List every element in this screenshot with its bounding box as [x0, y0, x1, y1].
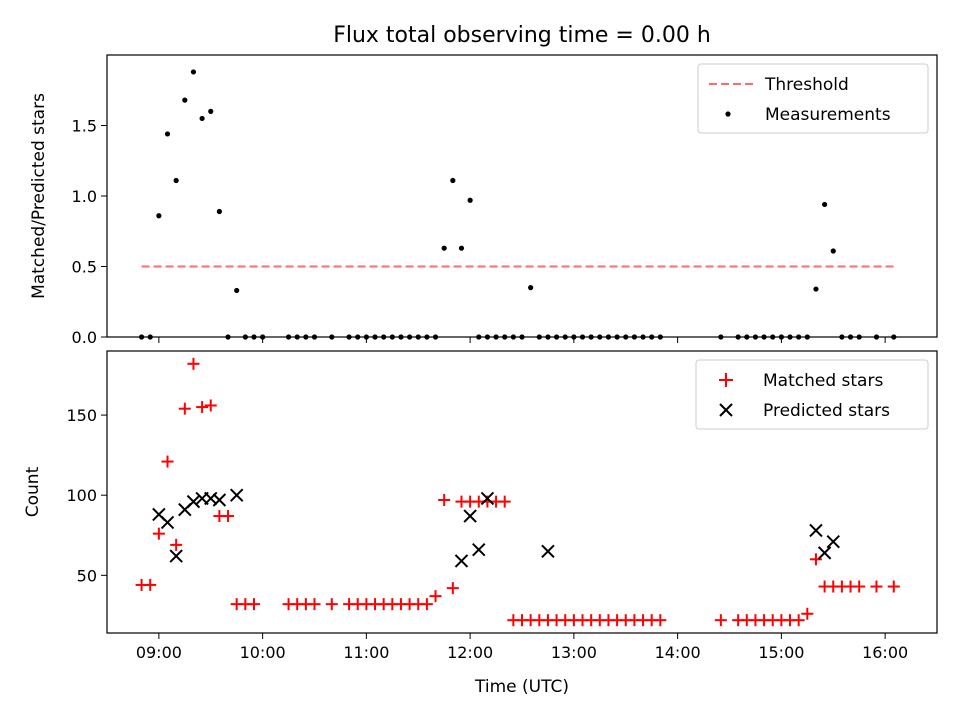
- matched-star-point: [498, 495, 511, 508]
- measurement-point: [830, 248, 836, 254]
- count-panel: 50 100 150 09:00 10:00 11:00 12:00 13:00 14:00 1…: [23, 350, 938, 697]
- ratio-legend-frame: [697, 63, 929, 134]
- matched-star-point: [654, 614, 667, 627]
- y-tick-label: 150: [66, 406, 97, 425]
- legend-predicted-swatch: [719, 403, 733, 417]
- count-y-ticks: 50 100 150: [66, 406, 107, 585]
- matched-star-point: [887, 580, 900, 593]
- count-x-ticks: 09:00 10:00 11:00 12:00 13:00 14:00 15:00 16:00: [136, 633, 908, 662]
- legend-measurements-label: Measurements: [765, 105, 891, 125]
- measurement-point: [216, 208, 222, 215]
- matched-star-point: [308, 598, 321, 611]
- matched-star-point: [161, 455, 174, 468]
- x-tick-label: 16:00: [862, 643, 908, 662]
- count-y-axis-label: Count: [23, 466, 43, 517]
- measurement-point: [190, 69, 197, 75]
- measurement-point: [199, 115, 205, 122]
- measurement-point: [450, 177, 456, 184]
- y-tick-label: 0.5: [72, 258, 97, 277]
- matched-star-point: [222, 510, 235, 523]
- ratio-y-axis-label: Matched/Predicted stars: [29, 93, 49, 299]
- y-tick-label: 0.0: [72, 328, 97, 347]
- matched-star-point: [438, 494, 451, 507]
- y-tick-label: 1.0: [72, 187, 97, 206]
- measurement-point: [208, 108, 214, 114]
- measurement-point: [822, 201, 828, 208]
- count-legend-frame: [695, 359, 929, 430]
- predicted-star-point: [229, 488, 244, 502]
- matched-star-point: [801, 607, 814, 620]
- x-tick-label: 14:00: [655, 643, 701, 662]
- x-tick-label: 11:00: [343, 643, 389, 662]
- count-legend: Matched stars Predicted stars: [695, 359, 929, 430]
- predicted-star-point: [186, 494, 201, 509]
- matched-star-point: [152, 527, 165, 540]
- count-plot-frame: [106, 350, 938, 634]
- matched-star-point: [325, 598, 338, 611]
- matched-star-point: [809, 553, 822, 566]
- legend-matched-label: Matched stars: [763, 371, 883, 391]
- matched-star-point: [196, 401, 209, 414]
- x-tick-label: 13:00: [551, 643, 597, 662]
- measurement-point: [182, 97, 188, 103]
- predicted-stars-points: [152, 488, 840, 568]
- measurement-point: [173, 177, 179, 184]
- ratio-panel: 0.0 0.5 1.0 1.5 Matched/Predicted stars Thr…: [29, 54, 938, 347]
- predicted-star-point: [826, 534, 840, 549]
- matched-star-point: [420, 598, 433, 611]
- measurement-point: [467, 197, 473, 203]
- y-tick-label: 50: [77, 566, 97, 585]
- legend-predicted-label: Predicted stars: [763, 401, 890, 421]
- measurement-point: [458, 245, 465, 251]
- matched-star-point: [144, 578, 157, 591]
- matched-star-point: [178, 402, 191, 415]
- matched-star-point: [853, 580, 866, 593]
- ratio-y-ticks: 0.0 0.5 1.0 1.5: [72, 117, 107, 347]
- predicted-star-point: [160, 515, 175, 530]
- ratio-x-ticks: [158, 337, 886, 343]
- ratio-legend: Threshold Measurements: [697, 63, 929, 134]
- predicted-star-point: [169, 549, 183, 563]
- matched-star-point: [446, 582, 459, 595]
- matched-star-point: [714, 614, 727, 627]
- x-tick-label: 10:00: [240, 643, 286, 662]
- measurement-points: [138, 69, 897, 340]
- matched-stars-points: [135, 357, 900, 627]
- legend-threshold-label: Threshold: [764, 75, 849, 95]
- predicted-star-point: [212, 493, 227, 507]
- y-tick-label: 100: [66, 486, 97, 505]
- legend-matched-swatch: [719, 373, 733, 387]
- predicted-star-point: [541, 544, 555, 558]
- matched-star-point: [870, 580, 883, 593]
- predicted-star-point: [817, 546, 832, 560]
- x-axis-label: Time (UTC): [474, 677, 569, 697]
- predicted-star-point: [463, 509, 477, 523]
- matched-star-point: [247, 598, 260, 611]
- matched-star-point: [792, 614, 805, 627]
- x-tick-label: 09:00: [136, 643, 182, 662]
- matched-star-point: [170, 538, 183, 551]
- legend-measurements-swatch: [725, 111, 731, 117]
- predicted-star-point: [472, 542, 486, 557]
- x-tick-label: 12:00: [447, 643, 493, 662]
- ratio-plot-frame: [106, 54, 938, 338]
- predicted-star-point: [454, 554, 469, 568]
- matched-star-point: [429, 590, 442, 603]
- predicted-star-point: [809, 523, 823, 538]
- measurement-point: [441, 245, 447, 251]
- predicted-star-point: [480, 491, 495, 506]
- measurement-point: [156, 213, 162, 219]
- measurement-point: [164, 131, 171, 137]
- x-tick-label: 15:00: [758, 643, 804, 662]
- measurement-point: [813, 286, 819, 292]
- measurement-point: [528, 285, 534, 291]
- y-tick-label: 1.5: [72, 117, 97, 136]
- measurement-point: [234, 287, 240, 294]
- figure-title: Flux total observing time = 0.00 h: [333, 23, 711, 48]
- matched-star-point: [204, 399, 217, 412]
- matched-star-point: [187, 357, 200, 370]
